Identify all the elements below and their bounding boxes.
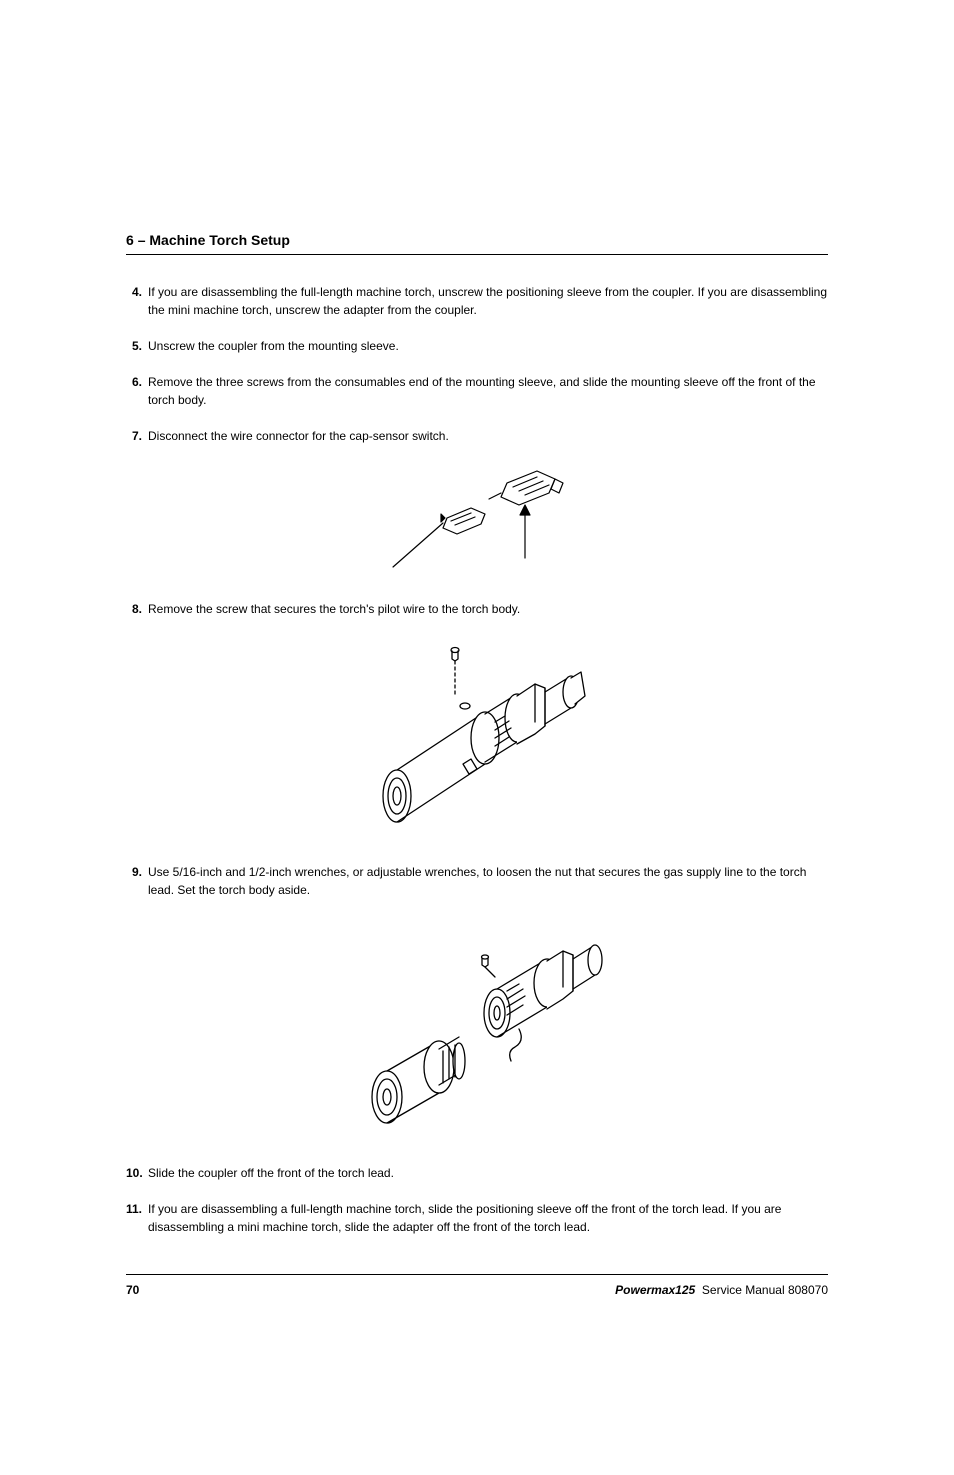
step-text: Remove the screw that secures the torch'… <box>148 600 828 618</box>
section-separator: – <box>138 232 146 248</box>
connector-illustration-icon <box>387 463 567 573</box>
step-number: 5. <box>126 337 148 355</box>
figure-separated <box>126 917 828 1142</box>
step-9: 9. Use 5/16-inch and 1/2-inch wrenches, … <box>126 863 828 899</box>
page-footer: 70 Powermax125 Service Manual 808070 <box>126 1274 828 1297</box>
figure-connector <box>126 463 828 578</box>
step-text: Disconnect the wire connector for the ca… <box>148 427 828 445</box>
step-4: 4. If you are disassembling the full-len… <box>126 283 828 319</box>
section-number: 6 <box>126 232 134 248</box>
step-number: 8. <box>126 600 148 618</box>
step-number: 11. <box>126 1200 148 1236</box>
step-number: 4. <box>126 283 148 319</box>
step-number: 10. <box>126 1164 148 1182</box>
footer-doc: Powermax125 Service Manual 808070 <box>615 1283 828 1297</box>
section-header: 6 – Machine Torch Setup <box>126 232 828 255</box>
figure-torch-body <box>126 636 828 841</box>
step-text: Slide the coupler off the front of the t… <box>148 1164 828 1182</box>
step-text: If you are disassembling a full-length m… <box>148 1200 828 1236</box>
step-text: If you are disassembling the full-length… <box>148 283 828 319</box>
step-text: Remove the three screws from the consuma… <box>148 373 828 409</box>
torch-body-illustration-icon <box>367 636 587 836</box>
page-number: 70 <box>126 1283 139 1297</box>
step-10: 10. Slide the coupler off the front of t… <box>126 1164 828 1182</box>
step-5: 5. Unscrew the coupler from the mounting… <box>126 337 828 355</box>
section-title: Machine Torch Setup <box>149 232 290 248</box>
step-number: 7. <box>126 427 148 445</box>
step-11: 11. If you are disassembling a full-leng… <box>126 1200 828 1236</box>
step-7: 7. Disconnect the wire connector for the… <box>126 427 828 445</box>
step-text: Use 5/16-inch and 1/2-inch wrenches, or … <box>148 863 828 899</box>
brand-name: Powermax125 <box>615 1283 695 1297</box>
step-number: 6. <box>126 373 148 409</box>
step-text: Unscrew the coupler from the mounting sl… <box>148 337 828 355</box>
step-6: 6. Remove the three screws from the cons… <box>126 373 828 409</box>
step-8: 8. Remove the screw that secures the tor… <box>126 600 828 618</box>
doc-id: Service Manual 808070 <box>702 1283 828 1297</box>
step-number: 9. <box>126 863 148 899</box>
separated-illustration-icon <box>347 917 607 1137</box>
